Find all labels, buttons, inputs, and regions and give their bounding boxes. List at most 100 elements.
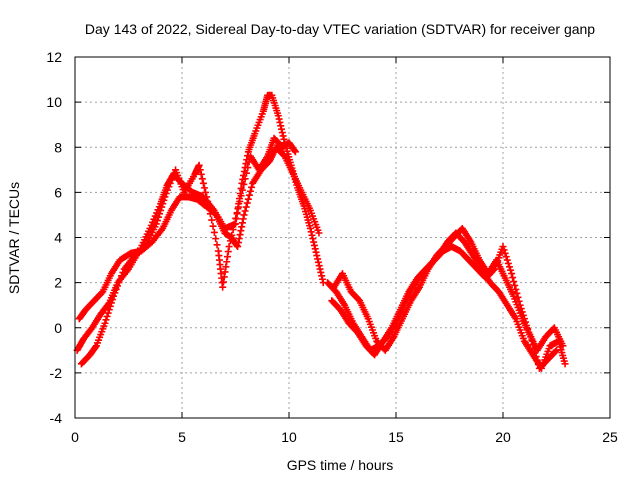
data-point — [168, 176, 176, 184]
data-point — [204, 197, 212, 205]
x-tick-label: 5 — [178, 429, 186, 445]
data-point — [220, 273, 228, 281]
data-point — [153, 217, 161, 225]
data-point — [500, 246, 508, 254]
data-point — [527, 333, 535, 341]
data-point — [245, 191, 253, 199]
data-point — [235, 235, 243, 243]
data-point — [200, 184, 208, 192]
y-axis-label: SDTVAR / TECUs — [6, 182, 22, 294]
data-point — [274, 112, 282, 120]
x-tick-label: 10 — [281, 429, 297, 445]
data-point — [241, 175, 249, 183]
data-point — [311, 245, 319, 253]
data-point — [107, 299, 115, 307]
data-point — [529, 341, 537, 349]
x-tick-label: 25 — [602, 429, 618, 445]
data-point — [119, 268, 127, 276]
data-point — [279, 132, 287, 140]
data-point — [278, 125, 286, 133]
data-point — [160, 196, 168, 204]
data-point — [511, 281, 519, 289]
data-point — [241, 207, 249, 215]
data-point — [310, 238, 318, 246]
data-point — [233, 209, 241, 217]
data-point — [111, 289, 119, 297]
y-tick-label: 10 — [46, 94, 62, 110]
data-point — [238, 223, 246, 231]
data-point — [229, 226, 237, 234]
y-tick-label: 12 — [46, 49, 62, 65]
axis-ticks: 0 5 10 15 20 25 -4 -2 0 2 4 6 8 10 12 — [46, 49, 618, 445]
data-point — [202, 188, 210, 196]
data-point — [510, 277, 518, 285]
data-point — [242, 169, 250, 177]
data-point — [92, 343, 100, 351]
data-point — [104, 309, 112, 317]
x-tick-label: 0 — [71, 429, 79, 445]
data-point — [313, 252, 321, 260]
data-point — [275, 115, 283, 123]
data-point — [499, 243, 507, 251]
data-point — [219, 278, 227, 286]
data-point — [234, 239, 242, 247]
data-point — [196, 166, 204, 174]
data-point — [559, 342, 567, 350]
chart-title: Day 143 of 2022, Sidereal Day-to-day VTE… — [85, 21, 595, 37]
data-point — [276, 118, 284, 126]
data-point — [236, 231, 244, 239]
data-point — [316, 265, 324, 273]
y-tick-label: 2 — [54, 275, 62, 291]
data-point — [318, 272, 326, 280]
data-point — [291, 148, 299, 156]
data-point — [225, 243, 233, 251]
data-point — [501, 249, 509, 257]
y-tick-label: -2 — [50, 365, 63, 381]
data-point — [112, 285, 120, 293]
data-point — [308, 231, 316, 239]
data-point — [309, 235, 317, 243]
series-trace-c — [77, 134, 299, 368]
data-point — [238, 219, 246, 227]
data-point — [140, 244, 148, 252]
data-point — [306, 224, 314, 232]
data-point — [508, 270, 516, 278]
data-point — [169, 173, 177, 181]
x-tick-label: 15 — [388, 429, 404, 445]
data-point — [561, 360, 569, 368]
data-point — [199, 179, 207, 187]
data-point — [230, 220, 238, 228]
data-point — [236, 197, 244, 205]
data-point — [213, 241, 221, 249]
x-axis-label: GPS time / hours — [287, 457, 394, 473]
data-point — [103, 312, 111, 320]
data-point — [315, 262, 323, 270]
data-point — [280, 135, 288, 143]
data-point — [503, 256, 511, 264]
data-point — [101, 319, 109, 327]
data-point — [240, 211, 248, 219]
y-tick-label: 4 — [54, 230, 62, 246]
data-point — [248, 183, 256, 191]
data-point — [307, 228, 315, 236]
data-point — [154, 213, 162, 221]
data-point — [506, 266, 514, 274]
data-point — [240, 180, 248, 188]
data-point — [158, 203, 166, 211]
data-point — [115, 279, 123, 287]
data-point — [106, 302, 114, 310]
data-point — [232, 214, 240, 222]
data-point — [224, 248, 232, 256]
data-point — [195, 161, 203, 169]
data-point — [223, 258, 231, 266]
y-tick-label: 6 — [54, 184, 62, 200]
data-point — [278, 129, 286, 137]
data-point — [152, 220, 160, 228]
data-point — [509, 274, 517, 282]
data-point — [533, 356, 541, 364]
data-point — [243, 199, 251, 207]
data-point — [114, 282, 122, 290]
data-point — [530, 345, 538, 353]
data-point — [157, 206, 165, 214]
y-tick-label: -4 — [50, 410, 63, 426]
